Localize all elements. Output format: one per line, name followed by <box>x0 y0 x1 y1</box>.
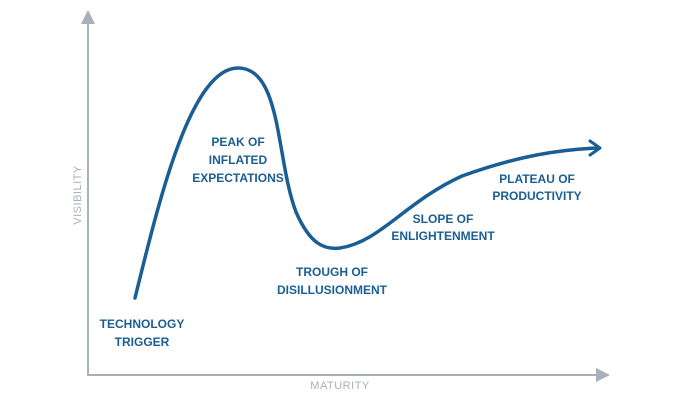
stage-line: ENLIGHTENMENT <box>391 229 495 243</box>
stage-line: PLATEAU OF <box>499 172 575 186</box>
stage-line: PEAK OF <box>211 135 264 149</box>
x-axis-label: MATURITY <box>310 380 370 392</box>
hype-curve <box>133 66 598 300</box>
stage-label: PLATEAU OF PRODUCTIVITY <box>492 172 581 203</box>
x-axis-arrow <box>596 368 610 382</box>
stage-line: INFLATED <box>209 153 268 167</box>
stage-line: TRIGGER <box>115 335 170 349</box>
stage-line: EXPECTATIONS <box>192 171 284 185</box>
stage-label: SLOPE OF ENLIGHTENMENT <box>391 212 495 243</box>
y-axis-arrow <box>81 10 95 24</box>
stage-line: TECHNOLOGY <box>100 317 185 331</box>
stage-label: PEAK OF INFLATED EXPECTATIONS <box>192 135 284 185</box>
y-axis-label: VISIBILITY <box>72 165 84 225</box>
stage-label: TECHNOLOGY TRIGGER <box>100 317 185 349</box>
curve-arrow <box>588 139 602 157</box>
stage-line: PRODUCTIVITY <box>492 189 581 203</box>
stage-label: TROUGH OF DISILLUSIONMENT <box>277 265 388 297</box>
stage-line: SLOPE OF <box>413 212 474 226</box>
stage-line: DISILLUSIONMENT <box>277 283 388 297</box>
stage-line: TROUGH OF <box>296 265 368 279</box>
